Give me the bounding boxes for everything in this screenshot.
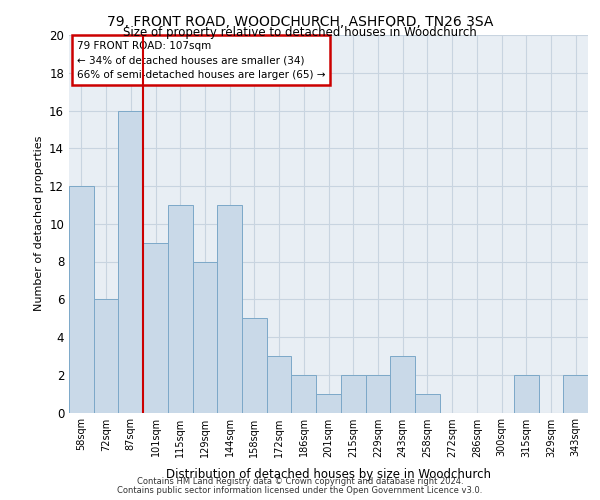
- Bar: [365, 375, 390, 412]
- Bar: [514, 375, 539, 412]
- Bar: [563, 375, 588, 412]
- Bar: [118, 110, 143, 412]
- Bar: [316, 394, 341, 412]
- Bar: [267, 356, 292, 412]
- Bar: [341, 375, 365, 412]
- Text: Size of property relative to detached houses in Woodchurch: Size of property relative to detached ho…: [123, 26, 477, 39]
- Text: 79, FRONT ROAD, WOODCHURCH, ASHFORD, TN26 3SA: 79, FRONT ROAD, WOODCHURCH, ASHFORD, TN2…: [107, 15, 493, 29]
- Bar: [415, 394, 440, 412]
- Bar: [390, 356, 415, 412]
- Text: 79 FRONT ROAD: 107sqm
← 34% of detached houses are smaller (34)
66% of semi-deta: 79 FRONT ROAD: 107sqm ← 34% of detached …: [77, 40, 325, 80]
- Bar: [217, 205, 242, 412]
- Text: Contains public sector information licensed under the Open Government Licence v3: Contains public sector information licen…: [118, 486, 482, 495]
- Bar: [94, 299, 118, 412]
- X-axis label: Distribution of detached houses by size in Woodchurch: Distribution of detached houses by size …: [166, 468, 491, 481]
- Bar: [292, 375, 316, 412]
- Bar: [242, 318, 267, 412]
- Bar: [69, 186, 94, 412]
- Y-axis label: Number of detached properties: Number of detached properties: [34, 136, 44, 312]
- Bar: [193, 262, 217, 412]
- Bar: [143, 242, 168, 412]
- Text: Contains HM Land Registry data © Crown copyright and database right 2024.: Contains HM Land Registry data © Crown c…: [137, 477, 463, 486]
- Bar: [168, 205, 193, 412]
